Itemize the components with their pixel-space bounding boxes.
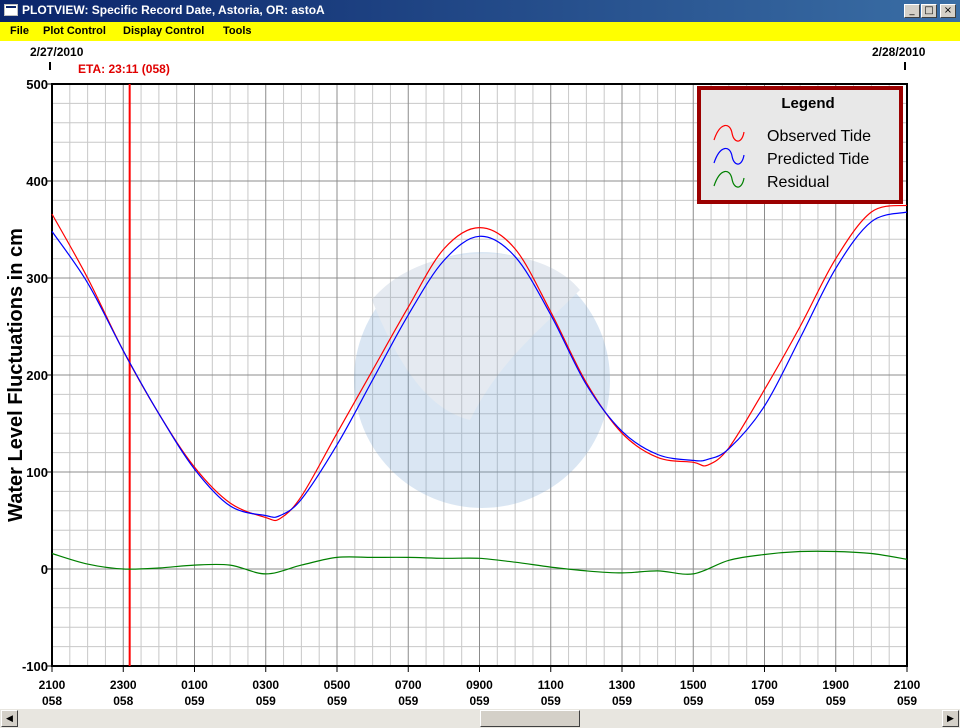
x-tick-day-label: 059	[398, 694, 418, 708]
x-tick-time-label: 2100	[39, 678, 66, 692]
legend-item-label: Predicted Tide	[767, 151, 869, 168]
end-date-label: 2/28/2010	[872, 45, 926, 59]
x-tick-day-label: 059	[754, 694, 774, 708]
legend-item-label: Residual	[767, 174, 829, 191]
y-axis-label: Water Level Fluctuations in cm	[5, 228, 27, 522]
legend-item-label: Observed Tide	[767, 128, 871, 145]
x-tick-time-label: 1300	[609, 678, 636, 692]
x-tick-day-label: 059	[683, 694, 703, 708]
x-axis-ticks: 2100 058 2300 058 0100 059 0300 059 0500 059 0700 0…	[39, 666, 921, 708]
eta-label: ETA: 23:11 (058)	[78, 62, 170, 76]
x-tick-time-label: 0700	[395, 678, 422, 692]
x-tick-time-label: 1100	[538, 678, 564, 692]
legend: Legend Observed Tide Predicted Tide Residu…	[697, 86, 903, 204]
start-date-label: 2/27/2010	[30, 45, 84, 59]
x-tick-time-label: 1700	[751, 678, 778, 692]
menu-display-control[interactable]: Display Control	[123, 25, 205, 37]
x-tick-day-label: 059	[256, 694, 276, 708]
x-tick-time-label: 1900	[822, 678, 849, 692]
y-tick-label: 300	[26, 271, 48, 286]
x-tick-day-label: 059	[184, 694, 204, 708]
title-bar: PLOTVIEW: Specific Record Date, Astoria,…	[0, 0, 960, 22]
y-tick-label: 400	[26, 174, 48, 189]
series-line-predicted-tide	[51, 211, 908, 518]
x-tick-day-label: 059	[826, 694, 846, 708]
x-tick-day-label: 059	[897, 694, 917, 708]
y-tick-label: 100	[26, 465, 48, 480]
horizontal-scrollbar[interactable]: ◀ ▶	[0, 709, 960, 728]
close-button[interactable]: ×	[940, 4, 956, 18]
x-tick-time-label: 2100	[894, 678, 921, 692]
maximize-button[interactable]: □	[921, 4, 937, 18]
window-title: PLOTVIEW: Specific Record Date, Astoria,…	[22, 3, 325, 17]
x-tick-time-label: 0100	[181, 678, 208, 692]
minimize-button[interactable]: _	[904, 4, 920, 18]
x-tick-time-label: 1500	[680, 678, 707, 692]
x-tick-day-label: 059	[469, 694, 489, 708]
legend-swatch	[713, 125, 745, 142]
series-layer	[51, 204, 908, 575]
y-tick-label: 0	[41, 562, 48, 577]
scroll-thumb[interactable]	[480, 710, 580, 727]
x-tick-day-label: 059	[541, 694, 561, 708]
legend-swatch	[713, 171, 745, 188]
noaa-watermark	[354, 252, 610, 508]
legend-swatch	[713, 148, 745, 165]
x-tick-day-label: 058	[113, 694, 133, 708]
series-line-observed-tide	[51, 204, 908, 522]
y-axis-ticks: -100 0 100 200 300 400 500	[22, 77, 52, 674]
series-line-residual	[51, 550, 908, 575]
x-tick-day-label: 058	[42, 694, 62, 708]
scroll-right-button[interactable]: ▶	[942, 710, 959, 727]
x-tick-day-label: 059	[612, 694, 632, 708]
menu-file[interactable]: File	[10, 25, 29, 37]
y-tick-label: 200	[26, 368, 48, 383]
y-tick-label: -100	[22, 659, 48, 674]
x-tick-time-label: 0500	[324, 678, 351, 692]
menu-tools[interactable]: Tools	[223, 25, 252, 37]
scroll-left-button[interactable]: ◀	[1, 710, 18, 727]
menu-plot-control[interactable]: Plot Control	[43, 25, 106, 37]
x-tick-time-label: 2300	[110, 678, 137, 692]
y-tick-label: 500	[26, 77, 48, 92]
menu-bar: File Plot Control Display Control Tools	[0, 22, 960, 41]
legend-title: Legend	[781, 95, 834, 112]
x-tick-day-label: 059	[327, 694, 347, 708]
app-icon[interactable]	[4, 4, 18, 16]
x-tick-time-label: 0900	[466, 678, 493, 692]
x-tick-time-label: 0300	[252, 678, 279, 692]
